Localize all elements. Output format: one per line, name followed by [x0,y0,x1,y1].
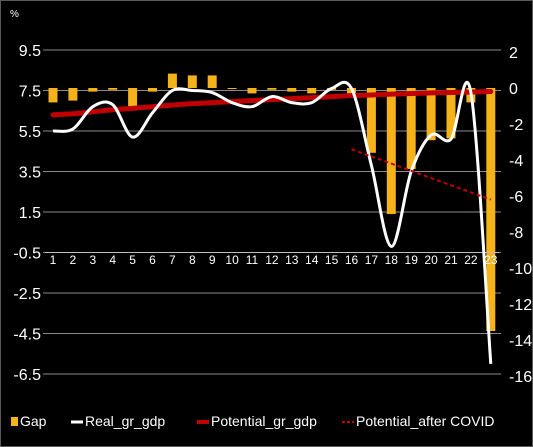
category-label: 23 [484,253,498,267]
category-label: 8 [189,253,196,267]
gap-bar [426,88,436,141]
axis-ticks: 9.57.55.53.51.5-0.5-2.5-4.5-6.520-2-4-6-… [13,43,532,386]
right-tick-label: -2 [509,117,523,134]
right-tick-label: 0 [509,81,518,98]
left-tick-label: 5.5 [19,124,41,141]
legend-label: Potential_gr_gdp [211,413,317,429]
category-label: 10 [225,253,239,267]
legend-label: Potential_after COVID [356,413,495,429]
gap-bar [167,73,177,88]
legend-item: Real_gr_gdp [71,413,165,429]
legend: Gap Real_gr_gdp Potential_gr_gdp Potential_… [11,413,495,429]
category-label: 5 [129,253,136,267]
category-label: 16 [345,253,359,267]
gap-bar [187,75,197,88]
gap-bar [108,88,118,90]
right-tick-label: 2 [509,45,518,62]
gap-bar [148,88,157,92]
gap-bar [307,88,317,94]
legend-label: Real_gr_gdp [85,413,165,429]
right-tick-label: -12 [509,297,532,314]
gap-bar [287,88,297,92]
category-label: 7 [169,253,176,267]
category-label: 15 [325,253,339,267]
gap-bar [446,88,456,139]
gap-bar [227,88,237,89]
left-tick-label: 3.5 [19,165,41,182]
category-label: 18 [385,253,399,267]
category-label: 12 [265,253,279,267]
legend-label: Gap [20,413,47,429]
category-label: 2 [70,253,77,267]
left-tick-label: -6.5 [13,367,41,384]
left-tick-label: -2.5 [13,286,41,303]
left-tick-label: 9.5 [19,43,41,60]
line-series [50,80,494,364]
gap-bar [267,88,277,90]
category-label: 21 [444,253,458,267]
category-label: 14 [305,253,319,267]
potential-after-covid-line [351,148,492,201]
gap-bars [48,73,496,331]
right-tick-label: -6 [509,189,523,206]
category-label: 11 [246,253,259,267]
legend-swatch [11,417,18,426]
right-tick-label: -16 [509,369,532,386]
category-label: 1 [50,253,57,267]
gap-bar [207,75,217,88]
potential-gr-gdp-line [50,89,494,118]
left-tick-label: 1.5 [19,205,41,222]
unit-label: % [10,9,19,20]
right-tick-label: -10 [509,261,532,278]
left-tick-label: -0.5 [13,246,41,263]
category-label: 20 [424,253,438,267]
legend-item: Potential_gr_gdp [197,413,317,429]
gap-bar [68,88,78,101]
category-label: 9 [209,253,216,267]
right-tick-label: -14 [509,333,532,350]
gap-bar [386,88,396,214]
category-label: 3 [89,253,96,267]
right-tick-label: -8 [509,225,523,242]
left-tick-label: -4.5 [13,327,41,344]
gap-bar [406,88,416,169]
legend-item: Potential_after COVID [342,413,495,429]
category-label: 13 [285,253,299,267]
gap-bar [486,88,496,331]
left-tick-label: 7.5 [19,84,41,101]
right-tick-label: -4 [509,153,523,170]
gap-bar [247,88,257,94]
real-gr-gdp-line [52,80,493,364]
legend-item: Gap [11,413,47,429]
gap-bar [366,88,376,153]
category-label: 4 [109,253,116,267]
gap-bar [88,88,98,92]
gap-bar [48,88,58,103]
category-label: 22 [464,253,478,267]
category-label: 17 [365,253,379,267]
category-label: 6 [149,253,156,267]
gap-bar [128,88,138,108]
category-label: 19 [405,253,419,267]
